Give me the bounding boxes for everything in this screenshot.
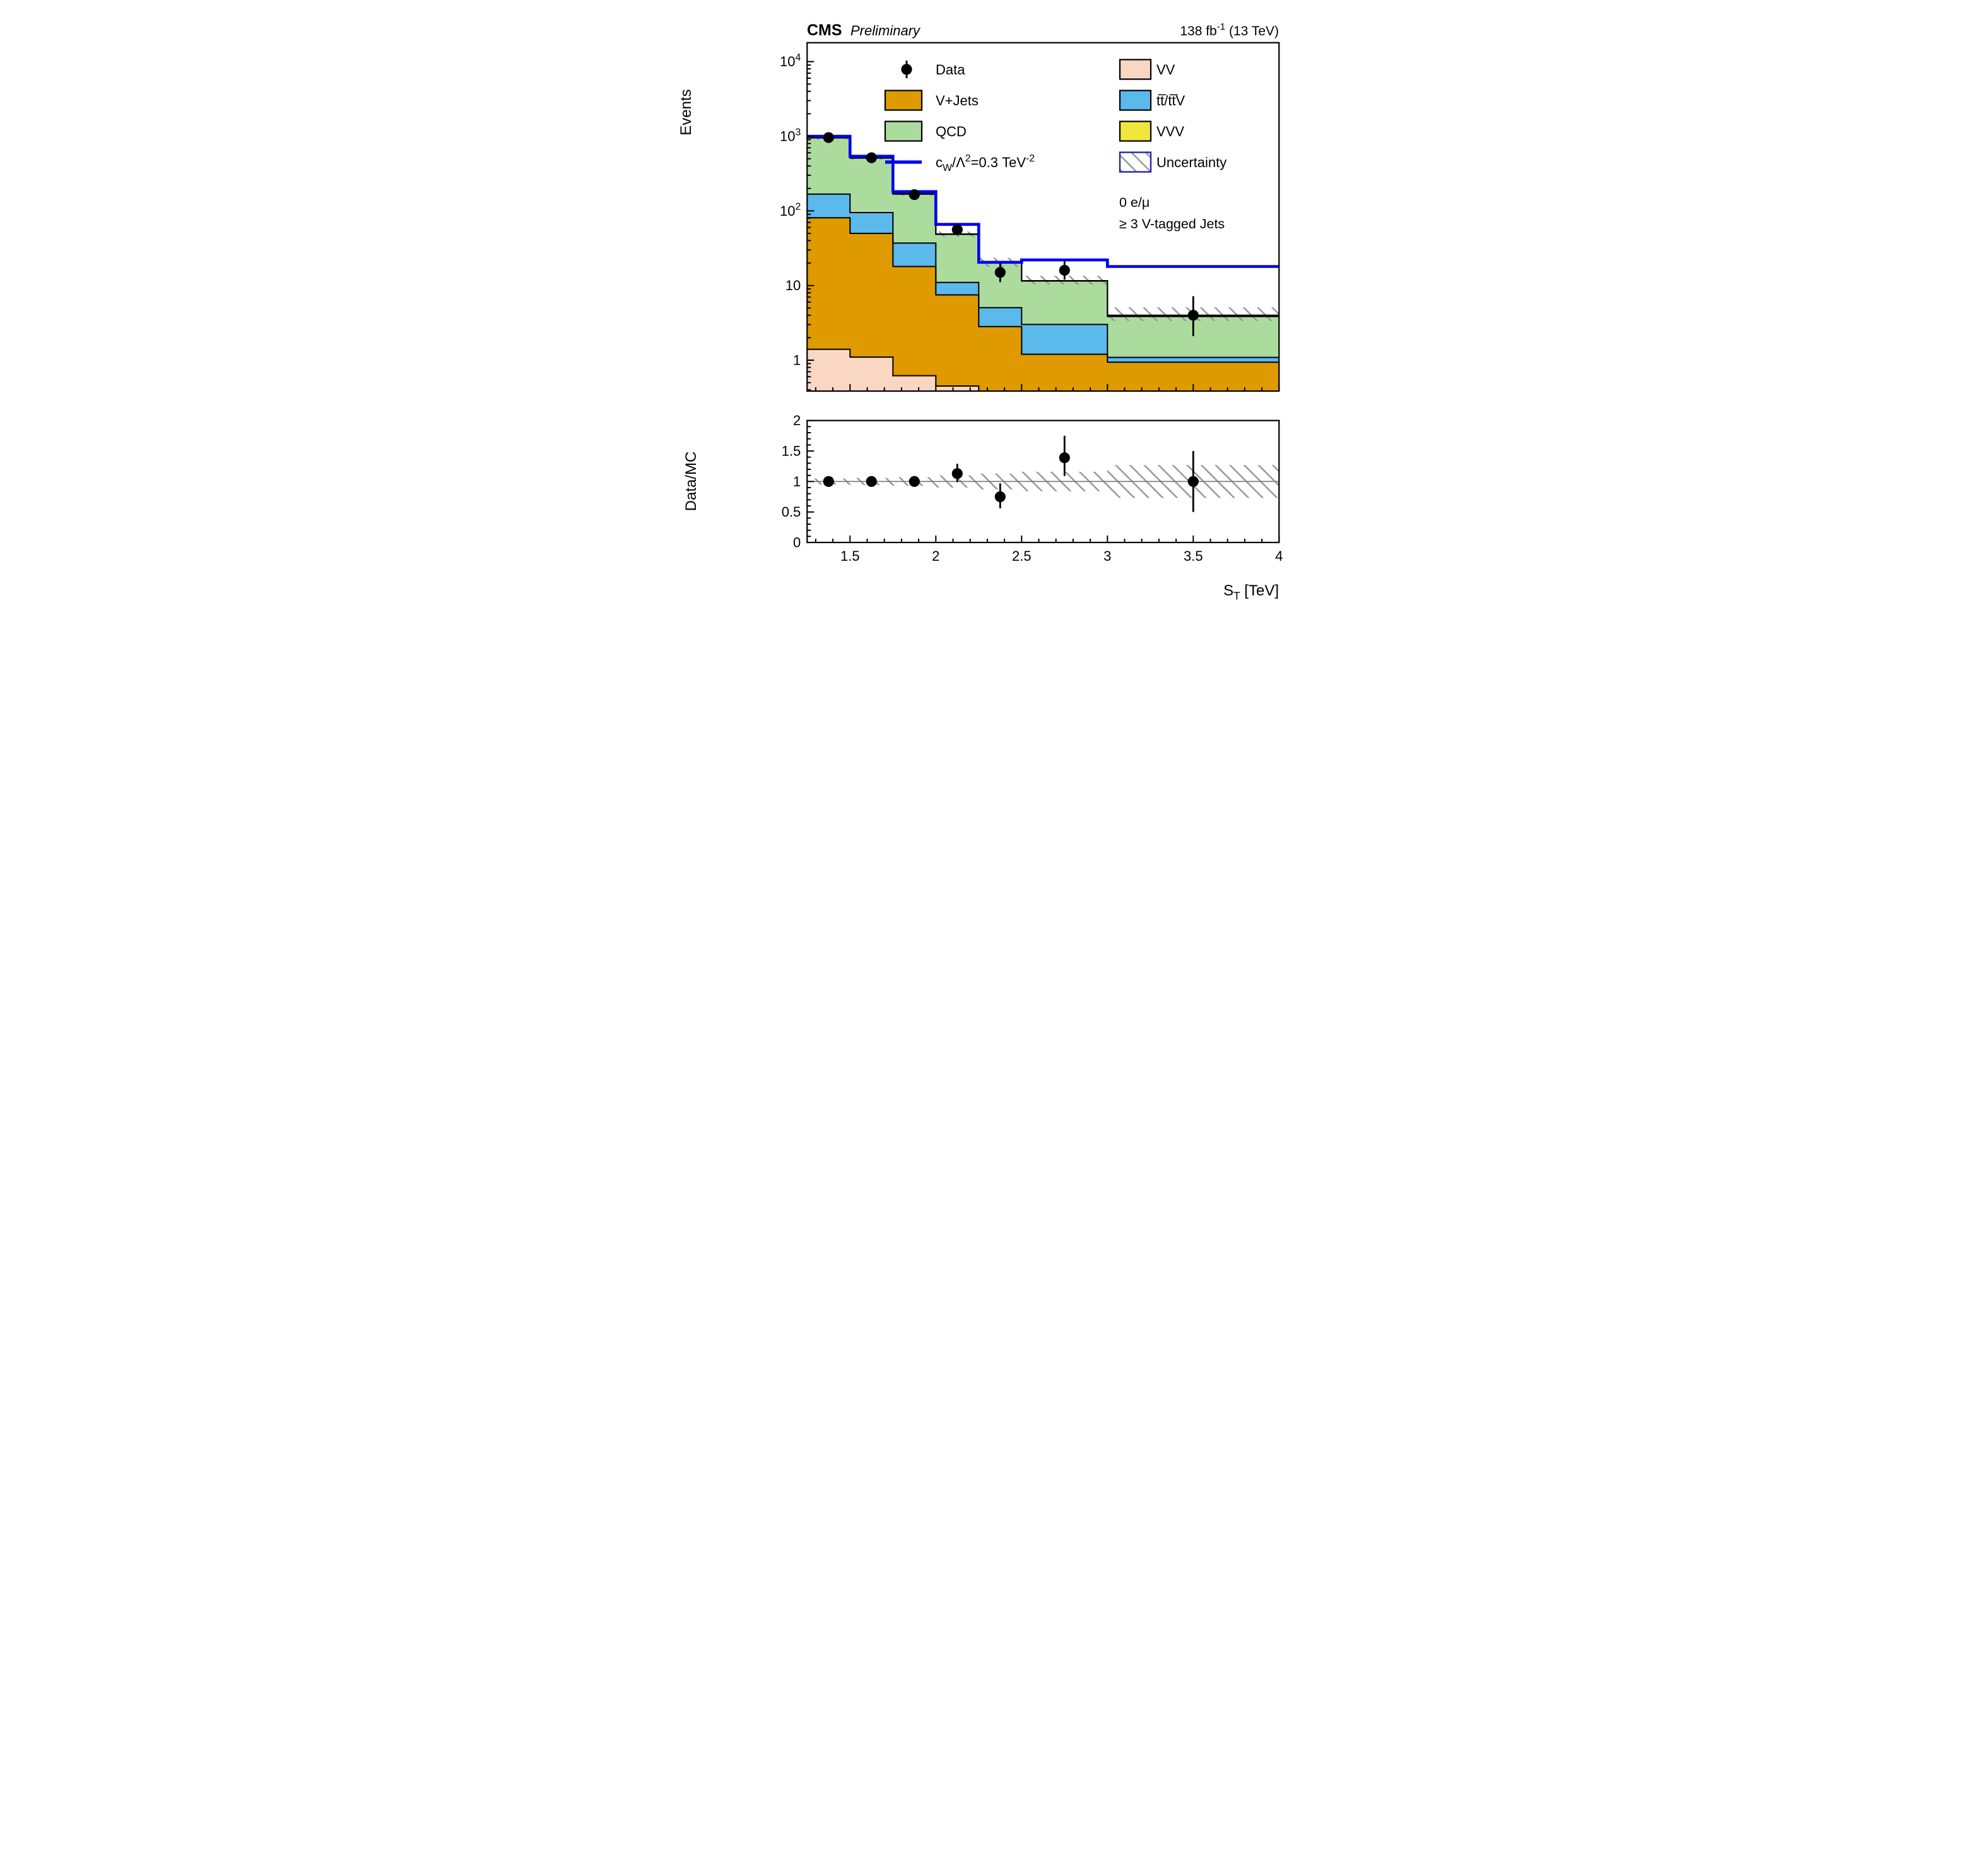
ratio-y-tick-label: 1.5 bbox=[781, 443, 801, 459]
x-axis-title: ST [TeV] bbox=[1223, 582, 1279, 602]
legend-item-vvv: VVV bbox=[1119, 120, 1184, 142]
ratio-y-tick-label: 0 bbox=[793, 535, 801, 551]
y-tick-label: 1 bbox=[793, 353, 801, 368]
legend-label: QCD bbox=[936, 124, 967, 139]
stack-outline-vv bbox=[806, 348, 979, 391]
legend-swatch bbox=[884, 120, 922, 142]
stack-series-ttttv bbox=[806, 194, 1279, 363]
main-plot-content bbox=[806, 132, 1279, 391]
data-point bbox=[823, 132, 834, 143]
ratio-plot-frame bbox=[806, 419, 1279, 544]
lumi-label: 138 fb-1 (13 TeV) bbox=[1180, 21, 1279, 38]
legend-swatch bbox=[1119, 90, 1151, 111]
ratio-y-tick-label: 2 bbox=[793, 413, 801, 428]
legend-label: VV bbox=[1156, 62, 1175, 78]
x-tick-label: 2.5 bbox=[1012, 548, 1032, 564]
x-tick-label: 3 bbox=[1103, 548, 1111, 564]
y-tick-label: 102 bbox=[780, 202, 801, 219]
figure-canvas: CMS Preliminary 138 fb-1 (13 TeV) Events… bbox=[663, 0, 1326, 622]
legend-item-uncertainty: Uncertainty bbox=[1119, 151, 1226, 173]
events-axis-title: Events bbox=[678, 89, 695, 135]
legend-item-vjets: V+Jets bbox=[884, 90, 979, 111]
ratio-y-tick-label: 1 bbox=[793, 474, 801, 489]
y-tick-label: 10 bbox=[785, 278, 800, 293]
legend-item-ttttv: tt̅/tt̅V bbox=[1119, 90, 1185, 111]
data-point bbox=[1187, 310, 1199, 321]
y-tick-label: 103 bbox=[780, 127, 801, 144]
ratio-plot-content bbox=[806, 435, 1279, 512]
legend-swatch bbox=[1119, 120, 1151, 142]
stack-series-qcd bbox=[806, 138, 1279, 358]
cms-label: CMS bbox=[807, 21, 842, 39]
legend-item-data: Data bbox=[900, 61, 965, 78]
data-point bbox=[909, 189, 920, 201]
ratio-axis-title: Data/MC bbox=[683, 452, 700, 512]
legend-data-marker bbox=[900, 64, 912, 75]
legend-item-signal: cW/Λ2=0.3 TeV-2 bbox=[885, 153, 1035, 173]
x-tick-label: 3.5 bbox=[1184, 548, 1203, 564]
data-point bbox=[866, 152, 877, 163]
legend-swatch bbox=[884, 90, 922, 111]
ratio-point bbox=[909, 476, 920, 487]
legend: Data V+Jets QCD cW/Λ2=0.3 TeV-2 VV tt̅/tt̅V VV… bbox=[884, 59, 1226, 173]
legend-item-qcd: QCD bbox=[884, 120, 967, 142]
legend-swatch bbox=[1119, 59, 1151, 80]
stack-outline-vjets bbox=[806, 217, 1279, 363]
legend-uncertainty-hatch bbox=[1119, 151, 1151, 173]
x-tick-label: 4 bbox=[1275, 548, 1283, 564]
ratio-point bbox=[866, 476, 877, 487]
legend-label: V+Jets bbox=[936, 93, 979, 108]
ratio-point bbox=[1187, 476, 1199, 487]
legend-label: Uncertainty bbox=[1156, 155, 1226, 170]
annotation-lepton: 0 e/μ bbox=[1119, 195, 1150, 210]
uncertainty-band bbox=[806, 136, 1279, 321]
preliminary-label: Preliminary bbox=[850, 23, 921, 38]
legend-label: VVV bbox=[1156, 124, 1184, 139]
cms-plot-svg: CMS Preliminary 138 fb-1 (13 TeV) Events… bbox=[678, 21, 1283, 602]
legend-label: tt̅/tt̅V bbox=[1156, 93, 1185, 108]
ratio-point bbox=[823, 476, 834, 487]
legend-item-vv: VV bbox=[1119, 59, 1175, 80]
x-tick-label: 1.5 bbox=[840, 548, 860, 564]
ratio-point bbox=[951, 468, 963, 479]
legend-label: cW/Λ2=0.3 TeV-2 bbox=[936, 153, 1035, 173]
ratio-points bbox=[823, 435, 1199, 512]
legend-label: Data bbox=[936, 62, 965, 78]
y-tick-label: 104 bbox=[780, 52, 801, 69]
axis-tick-labels: 1 10 102 103 104 1.5 2 2.5 3 3.5 4 0 0.5 1 1.5 2 bbox=[780, 52, 1283, 564]
main-plot-frame bbox=[806, 42, 1279, 392]
data-point bbox=[994, 267, 1006, 278]
stack-outline-ttttv bbox=[806, 193, 1279, 358]
ratio-point bbox=[1059, 452, 1070, 464]
data-point bbox=[1059, 264, 1070, 276]
ratio-y-tick-label: 0.5 bbox=[781, 504, 801, 520]
annotation-jets: ≥ 3 V-tagged Jets bbox=[1119, 216, 1225, 231]
x-tick-label: 2 bbox=[932, 548, 939, 564]
stack-series-vjets bbox=[806, 218, 1279, 391]
data-point bbox=[951, 224, 963, 235]
data-points bbox=[823, 132, 1199, 336]
ratio-point bbox=[994, 491, 1006, 503]
